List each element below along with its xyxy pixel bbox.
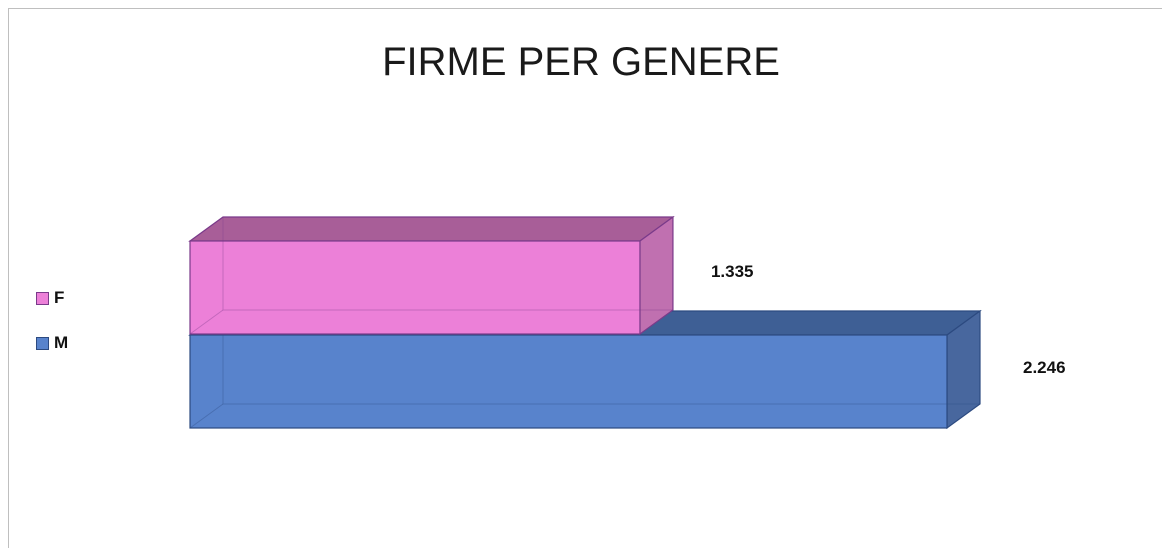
legend-item-m: M (36, 333, 69, 352)
bar-depth-edge-m (189, 403, 224, 429)
legend-item-f: F (36, 288, 65, 307)
legend-label-f: F (54, 288, 65, 307)
legend-swatch-m (36, 336, 49, 350)
data-label-f: 1.335 (711, 262, 754, 281)
legend-swatch-f (36, 291, 49, 305)
bar-depth-edge-f (189, 309, 224, 335)
data-label-m: 2.246 (1023, 358, 1066, 377)
chart-title: FIRME PER GENERE (382, 40, 780, 84)
bar-m (188, 309, 982, 430)
bar-front-face-f (189, 240, 641, 335)
legend-label-m: M (54, 333, 69, 352)
bar-back-edges-f (222, 217, 673, 311)
bar-f (188, 215, 675, 336)
bar-top-face-f (188, 216, 675, 242)
bar-back-edges-m (222, 311, 980, 405)
bar-front-face-m (189, 334, 948, 429)
